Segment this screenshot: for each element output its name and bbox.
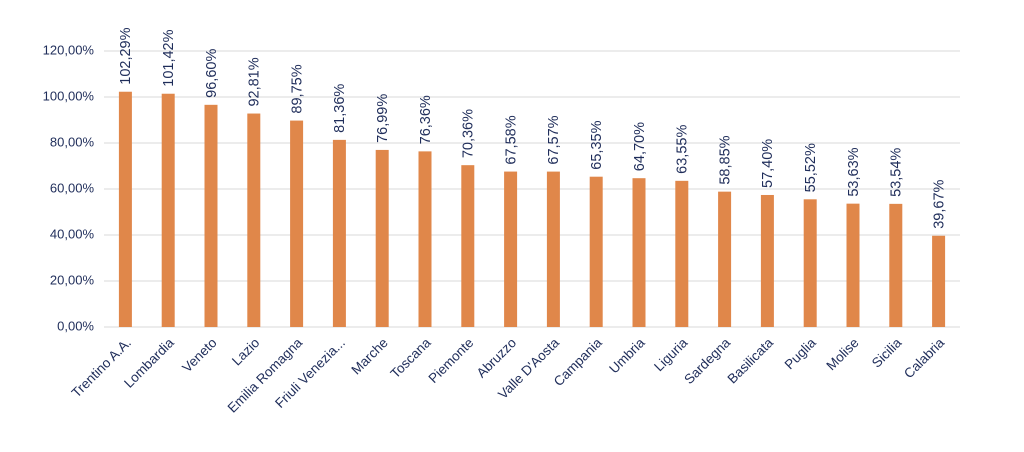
- bar: [932, 235, 946, 327]
- bar: [461, 165, 475, 327]
- bar: [718, 191, 732, 327]
- bar: [204, 104, 218, 327]
- value-label: 65,35%: [589, 120, 605, 169]
- bar: [675, 180, 689, 327]
- bar: [504, 171, 518, 327]
- y-tick-label: 20,00%: [50, 272, 95, 287]
- value-label: 39,67%: [931, 179, 947, 228]
- value-label: 57,40%: [760, 139, 776, 188]
- y-tick-label: 60,00%: [50, 180, 95, 195]
- x-tick-label: Marche: [348, 335, 390, 377]
- bar: [889, 203, 903, 327]
- bar: [161, 93, 175, 327]
- bar: [846, 203, 860, 327]
- x-tick-label: Piemonte: [425, 335, 476, 386]
- bar: [632, 178, 646, 327]
- y-tick-label: 100,00%: [43, 88, 95, 103]
- value-label: 81,36%: [332, 84, 348, 133]
- value-label: 67,57%: [546, 115, 562, 164]
- bar: [247, 113, 261, 327]
- value-label: 53,63%: [846, 147, 862, 196]
- bar: [332, 139, 346, 327]
- bar: [375, 149, 389, 327]
- value-label: 101,42%: [161, 29, 177, 86]
- value-label: 76,99%: [375, 94, 391, 143]
- value-label: 64,70%: [632, 122, 648, 171]
- x-tick-label: Sardegna: [681, 335, 733, 387]
- value-label: 76,36%: [418, 95, 434, 144]
- x-tick-label: Calabria: [901, 335, 948, 382]
- x-tick-label: Trentino A.A.: [69, 335, 134, 400]
- value-label: 55,52%: [803, 143, 819, 192]
- value-label: 102,29%: [118, 27, 134, 84]
- value-label: 63,55%: [675, 125, 691, 174]
- value-label: 92,81%: [247, 57, 263, 106]
- x-tick-label: Lazio: [229, 335, 262, 368]
- x-tick-label: Liguria: [651, 335, 691, 375]
- x-tick-label: Basilicata: [725, 335, 777, 387]
- x-tick-label: Molise: [823, 335, 861, 373]
- bar: [760, 194, 774, 327]
- value-label: 89,75%: [289, 64, 305, 113]
- value-label: 96,60%: [204, 49, 220, 98]
- x-tick-label: Emilia Romagna: [225, 335, 306, 416]
- y-tick-label: 0,00%: [57, 318, 94, 333]
- bar: [290, 120, 304, 327]
- y-tick-label: 40,00%: [50, 226, 95, 241]
- x-tick-label: Puglia: [782, 335, 819, 372]
- y-tick-label: 120,00%: [43, 42, 95, 57]
- x-tick-label: Sicilia: [869, 335, 905, 371]
- x-tick-label: Veneto: [179, 335, 219, 375]
- bar: [546, 171, 560, 327]
- value-label: 53,54%: [889, 148, 905, 197]
- bar: [418, 151, 432, 327]
- y-tick-label: 80,00%: [50, 134, 95, 149]
- bar: [589, 176, 603, 327]
- bar: [118, 91, 132, 327]
- value-label: 67,58%: [503, 115, 519, 164]
- value-label: 70,36%: [461, 109, 477, 158]
- bar: [803, 199, 817, 327]
- value-label: 58,85%: [717, 135, 733, 184]
- x-tick-label: Umbria: [606, 335, 648, 377]
